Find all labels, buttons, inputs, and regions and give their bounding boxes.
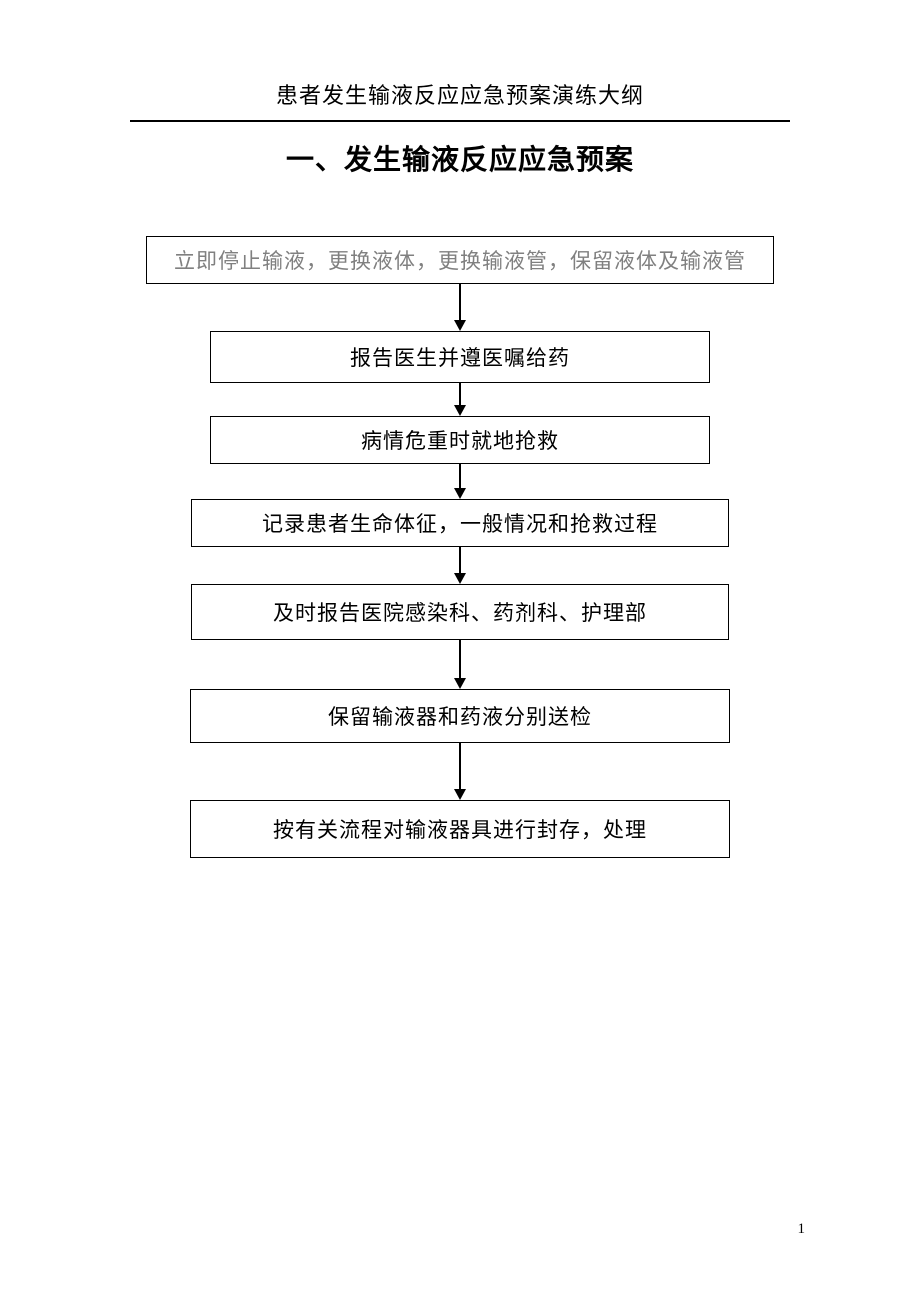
flow-step-5: 保留输液器和药液分别送检 xyxy=(190,689,730,743)
header-underline xyxy=(130,120,790,122)
flow-arrow-2 xyxy=(454,464,466,499)
flow-arrow-0 xyxy=(454,284,466,331)
flow-arrow-1 xyxy=(454,383,466,416)
flow-arrow-4 xyxy=(454,640,466,689)
flow-step-4: 及时报告医院感染科、药剂科、护理部 xyxy=(191,584,729,640)
flow-step-2: 病情危重时就地抢救 xyxy=(210,416,710,464)
section-title-text: 一、发生输液反应应急预案 xyxy=(286,145,634,176)
flow-step-0: 立即停止输液，更换液体，更换输液管，保留液体及输液管 xyxy=(146,236,774,284)
flow-step-6: 按有关流程对输液器具进行封存，处理 xyxy=(190,800,730,858)
page-number-text: 1 xyxy=(798,1221,806,1237)
flowchart-container: 立即停止输液，更换液体，更换输液管，保留液体及输液管报告医生并遵医嘱给药病情危重… xyxy=(0,236,920,858)
flow-arrow-3 xyxy=(454,547,466,584)
section-title: 一、发生输液反应应急预案 xyxy=(0,138,920,178)
page-header-text: 患者发生输液反应应急预案演练大纲 xyxy=(276,83,644,108)
flow-arrow-5 xyxy=(454,743,466,800)
flow-step-3: 记录患者生命体征，一般情况和抢救过程 xyxy=(191,499,729,547)
page-header: 患者发生输液反应应急预案演练大纲 xyxy=(0,0,920,110)
page-number: 1 xyxy=(798,1221,806,1238)
flow-step-1: 报告医生并遵医嘱给药 xyxy=(210,331,710,383)
